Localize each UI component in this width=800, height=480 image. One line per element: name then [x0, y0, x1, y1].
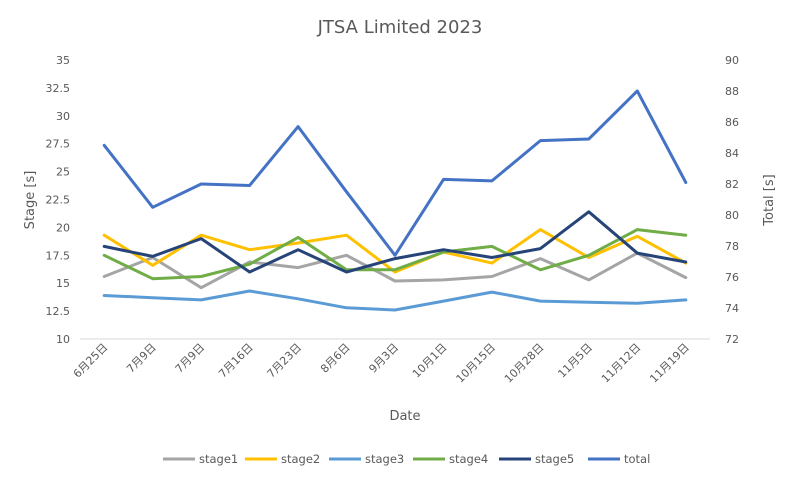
- left-axis-ticks: 10 12.5 15 17.5 20 22.5 25 27.5 30 32.5 35: [46, 54, 71, 346]
- x-tick-label: 10月1日: [410, 341, 450, 381]
- x-tick-label: 7月9日: [124, 341, 159, 376]
- y-axis-title: Stage [s]: [23, 171, 38, 230]
- x-tick-label: 11月5日: [555, 341, 595, 381]
- right-tick-label: 90: [725, 54, 739, 67]
- x-tick-label: 9月3日: [366, 341, 401, 376]
- series-line-total: [102, 89, 688, 257]
- legend: stage1 stage2 stage3 stage4 stage5 total: [163, 452, 650, 466]
- right-tick-label: 72: [725, 333, 739, 346]
- right-tick-label: 84: [725, 147, 739, 160]
- right-tick-label: 82: [725, 178, 739, 191]
- legend-label-stage2: stage2: [281, 452, 320, 466]
- right-axis-ticks: 72 74 76 78 80 82 84 86 88 90: [725, 54, 739, 346]
- right-tick-label: 74: [725, 302, 739, 315]
- series-line-stage2: [102, 228, 688, 274]
- legend-label-total: total: [624, 452, 650, 466]
- series-line-stage1: [102, 251, 688, 290]
- x-axis-title: Date: [389, 409, 420, 424]
- x-tick-label: 10月28日: [502, 341, 547, 386]
- legend-label-stage3: stage3: [365, 452, 404, 466]
- left-tick-label: 27.5: [46, 138, 71, 151]
- right-tick-label: 88: [725, 85, 739, 98]
- legend-label-stage5: stage5: [535, 452, 574, 466]
- y2-axis-title: Total [s]: [762, 174, 777, 226]
- chart-title: JTSA Limited 2023: [317, 17, 483, 38]
- left-tick-label: 35: [56, 54, 70, 67]
- left-tick-label: 12.5: [46, 305, 71, 318]
- x-tick-label: 10月15日: [453, 341, 498, 386]
- x-tick-label: 7月23日: [265, 341, 305, 381]
- left-tick-label: 10: [56, 333, 70, 346]
- left-tick-label: 25: [56, 166, 70, 179]
- left-tick-label: 32.5: [46, 82, 71, 95]
- series-line-stage3: [102, 289, 688, 312]
- left-tick-label: 15: [56, 277, 70, 290]
- x-tick-label: 8月6日: [318, 341, 353, 376]
- series-lines: [102, 89, 688, 312]
- x-axis-ticks: 6月25日 7月9日 7月9日 7月16日 7月23日 8月6日 9月3日 10月1日 10月1…: [71, 341, 692, 386]
- series-line-stage5: [102, 210, 688, 274]
- left-tick-label: 20: [56, 221, 70, 234]
- left-tick-label: 17.5: [46, 249, 71, 262]
- right-tick-label: 80: [725, 209, 739, 222]
- left-tick-label: 30: [56, 110, 70, 123]
- legend-label-stage4: stage4: [449, 452, 488, 466]
- legend-label-stage1: stage1: [199, 452, 238, 466]
- x-tick-label: 6月25日: [71, 341, 111, 381]
- right-tick-label: 86: [725, 116, 739, 129]
- left-tick-label: 22.5: [46, 194, 71, 207]
- x-tick-label: 7月9日: [173, 341, 208, 376]
- x-tick-label: 11月19日: [647, 341, 692, 386]
- right-tick-label: 78: [725, 240, 739, 253]
- right-tick-label: 76: [725, 271, 739, 284]
- series-line-stage4: [102, 228, 688, 281]
- x-tick-label: 7月16日: [216, 341, 256, 381]
- x-tick-label: 11月12日: [599, 341, 644, 386]
